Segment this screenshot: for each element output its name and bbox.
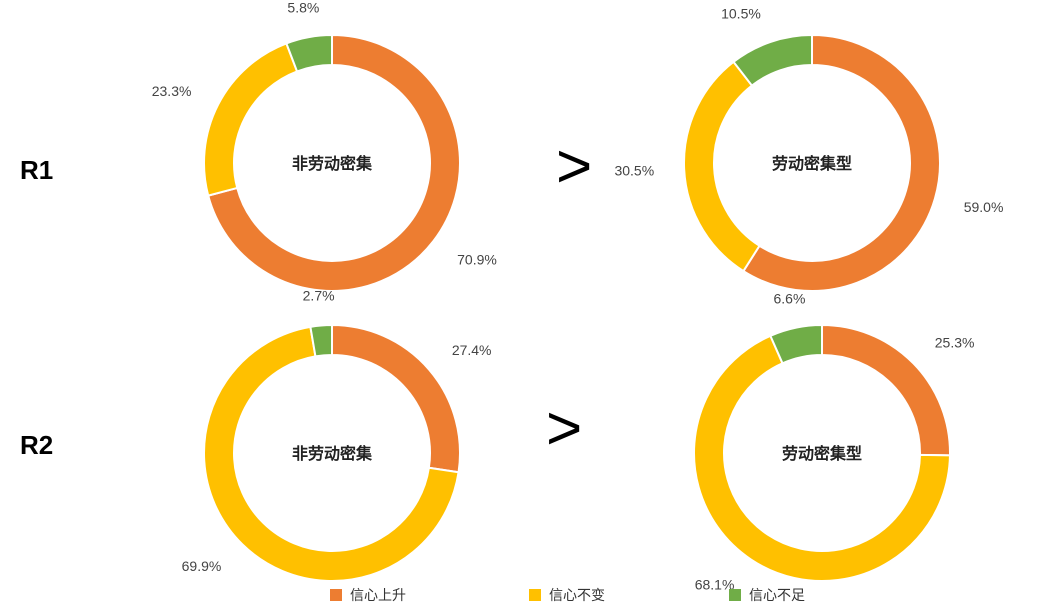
donut-0-slice-0 <box>207 33 461 292</box>
donut-1-slice-0 <box>742 33 941 292</box>
donut-3-data-label-2: 6.6% <box>774 290 806 306</box>
row-label-r1: R1 <box>20 155 54 185</box>
donut-1-data-label-2: 10.5% <box>721 6 761 22</box>
donut-1-title: 劳动密集型 <box>772 154 852 173</box>
donut-0-slice-2 <box>285 33 333 73</box>
donut-0-data-label-0: 70.9% <box>457 251 497 267</box>
donut-2-slice-1 <box>203 325 460 582</box>
donut-2-slice-2 <box>309 323 333 358</box>
legend-label-rise: 信心上升 <box>350 588 406 604</box>
donut-3-data-label-0: 25.3% <box>935 334 975 350</box>
donut-1-data-label-1: 30.5% <box>614 162 654 178</box>
legend-item-low: 信心不足 <box>729 585 805 605</box>
donut-3-slice-0 <box>821 323 951 457</box>
donut-2-data-label-0: 27.4% <box>452 342 492 358</box>
donut-0-data-label-2: 5.8% <box>287 0 319 16</box>
comparator-r2: > <box>546 394 583 463</box>
donut-0-slice-1 <box>203 42 299 197</box>
legend-swatch-low <box>729 589 741 601</box>
donut-2-data-label-1: 69.9% <box>182 558 222 574</box>
legend-item-rise: 信心上升 <box>330 585 406 605</box>
comparator-r1: > <box>556 132 593 201</box>
row-label-r2: R2 <box>20 430 54 460</box>
donut-1-slice-1 <box>683 60 761 273</box>
donut-2-title: 非劳动密集 <box>292 444 373 463</box>
legend-item-same: 信心不变 <box>529 585 605 605</box>
donut-3-data-label-1: 68.1% <box>695 577 735 593</box>
legend-swatch-same <box>529 589 541 601</box>
donut-0-title: 非劳动密集 <box>292 154 373 173</box>
donut-3-slice-2 <box>769 323 823 365</box>
legend-label-same: 信心不变 <box>549 588 605 604</box>
legend-swatch-rise <box>330 589 342 601</box>
donut-3-slice-1 <box>693 334 951 582</box>
donut-1-data-label-0: 59.0% <box>964 199 1004 215</box>
donut-3-title: 劳动密集型 <box>782 444 862 463</box>
donut-2-data-label-2: 2.7% <box>303 288 335 304</box>
legend-label-low: 信心不足 <box>749 588 805 604</box>
donut-1-slice-2 <box>732 33 813 87</box>
donut-0-data-label-1: 23.3% <box>152 83 192 99</box>
